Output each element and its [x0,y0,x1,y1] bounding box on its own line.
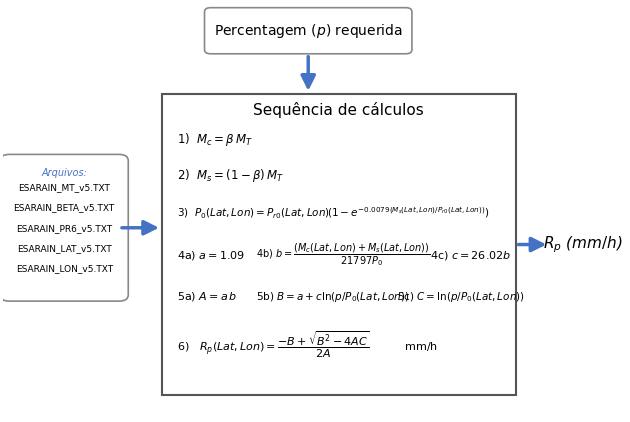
Text: 5b) $B = a + c\ln(p/P_0(Lat,Lon))$: 5b) $B = a + c\ln(p/P_0(Lat,Lon))$ [256,290,410,304]
Text: Percentagem ($p$) requerida: Percentagem ($p$) requerida [214,22,403,40]
FancyBboxPatch shape [205,8,412,54]
Text: ESARAIN_LON_v5.TXT: ESARAIN_LON_v5.TXT [16,264,113,273]
FancyBboxPatch shape [0,154,129,301]
Text: 4b) $b = \dfrac{(M_c(Lat,Lon)+M_s(Lat,Lon))}{21797 P_0}$: 4b) $b = \dfrac{(M_c(Lat,Lon)+M_s(Lat,Lo… [256,242,431,268]
Text: 4a) $a = 1.09$: 4a) $a = 1.09$ [177,249,245,262]
Text: ESARAIN_PR6_v5.TXT: ESARAIN_PR6_v5.TXT [16,224,112,233]
Text: ESARAIN_BETA_v5.TXT: ESARAIN_BETA_v5.TXT [14,203,115,213]
Text: 3)  $P_0(Lat,Lon) = P_{r0}(Lat,Lon)\!\left(1-e^{-0.0079(M_s(Lat,Lon)/P_{r0}(Lat,: 3) $P_0(Lat,Lon) = P_{r0}(Lat,Lon)\!\lef… [177,206,490,221]
Text: 5a) $A = a\,b$: 5a) $A = a\,b$ [177,290,238,303]
Text: Arquivos:: Arquivos: [41,168,87,178]
Bar [162,94,515,395]
Text: $R_p$ ($mm/h$): $R_p$ ($mm/h$) [543,234,622,255]
Text: 5c) $C = \ln(p/P_0(Lat,Lon))$: 5c) $C = \ln(p/P_0(Lat,Lon))$ [397,290,525,304]
Text: Sequência de cálculos: Sequência de cálculos [253,103,424,119]
Text: 6)   $R_p(Lat,Lon) = \dfrac{-B + \sqrt{B^2 - 4AC}}{2A}$          mm/h: 6) $R_p(Lat,Lon) = \dfrac{-B + \sqrt{B^2… [177,330,438,360]
Text: 2)  $M_s = (1-\beta)\, M_T$: 2) $M_s = (1-\beta)\, M_T$ [177,167,284,184]
Text: ESARAIN_MT_v5.TXT: ESARAIN_MT_v5.TXT [18,184,110,192]
Text: 1)  $M_c = \beta\, M_T$: 1) $M_c = \beta\, M_T$ [177,131,253,148]
Text: ESARAIN_LAT_v5.TXT: ESARAIN_LAT_v5.TXT [17,244,112,253]
Text: 4c) $c = 26.02b$: 4c) $c = 26.02b$ [430,249,512,262]
